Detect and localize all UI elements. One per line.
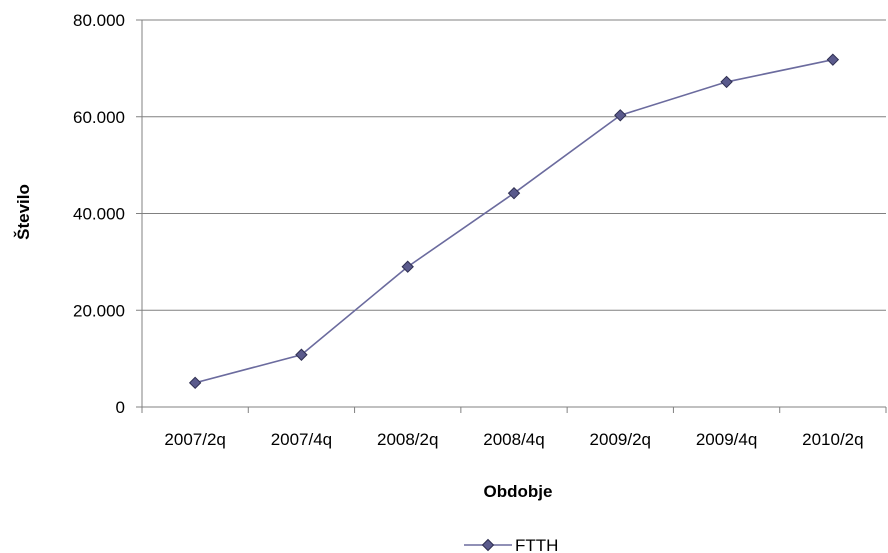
data-point xyxy=(401,260,414,273)
x-axis-title: Obdobje xyxy=(484,482,553,501)
x-tick-label: 2007/2q xyxy=(164,430,225,449)
y-tick-labels: 0 20.000 40.000 60.000 80.000 xyxy=(73,11,125,417)
y-tick-label: 60.000 xyxy=(73,108,125,127)
data-point xyxy=(188,376,202,390)
legend-label: FTTH xyxy=(515,536,558,553)
y-tick-label: 20.000 xyxy=(73,301,125,320)
x-tick-label: 2010/2q xyxy=(802,430,863,449)
legend: FTTH xyxy=(464,536,558,553)
y-tick-label: 40.000 xyxy=(73,205,125,224)
legend-marker xyxy=(481,538,495,552)
x-tick-label: 2009/2q xyxy=(590,430,651,449)
data-point xyxy=(507,186,521,200)
x-tick-label: 2007/4q xyxy=(271,430,332,449)
y-tick-label: 80.000 xyxy=(73,11,125,30)
data-point xyxy=(614,109,627,122)
x-tick-labels: 2007/2q 2007/4q 2008/2q 2008/4q 2009/2q 2009/… xyxy=(164,430,863,449)
x-tick-label: 2009/4q xyxy=(696,430,757,449)
axes xyxy=(136,19,887,413)
x-tick-label: 2008/2q xyxy=(377,430,438,449)
data-point xyxy=(826,53,840,66)
series-group xyxy=(188,53,840,390)
y-tick-label: 0 xyxy=(116,398,125,417)
data-point xyxy=(295,348,308,361)
data-point xyxy=(720,75,733,89)
gridlines xyxy=(142,19,886,311)
x-tick-label: 2008/4q xyxy=(483,430,544,449)
y-axis-title: Število xyxy=(14,184,33,240)
series-line xyxy=(194,58,834,384)
